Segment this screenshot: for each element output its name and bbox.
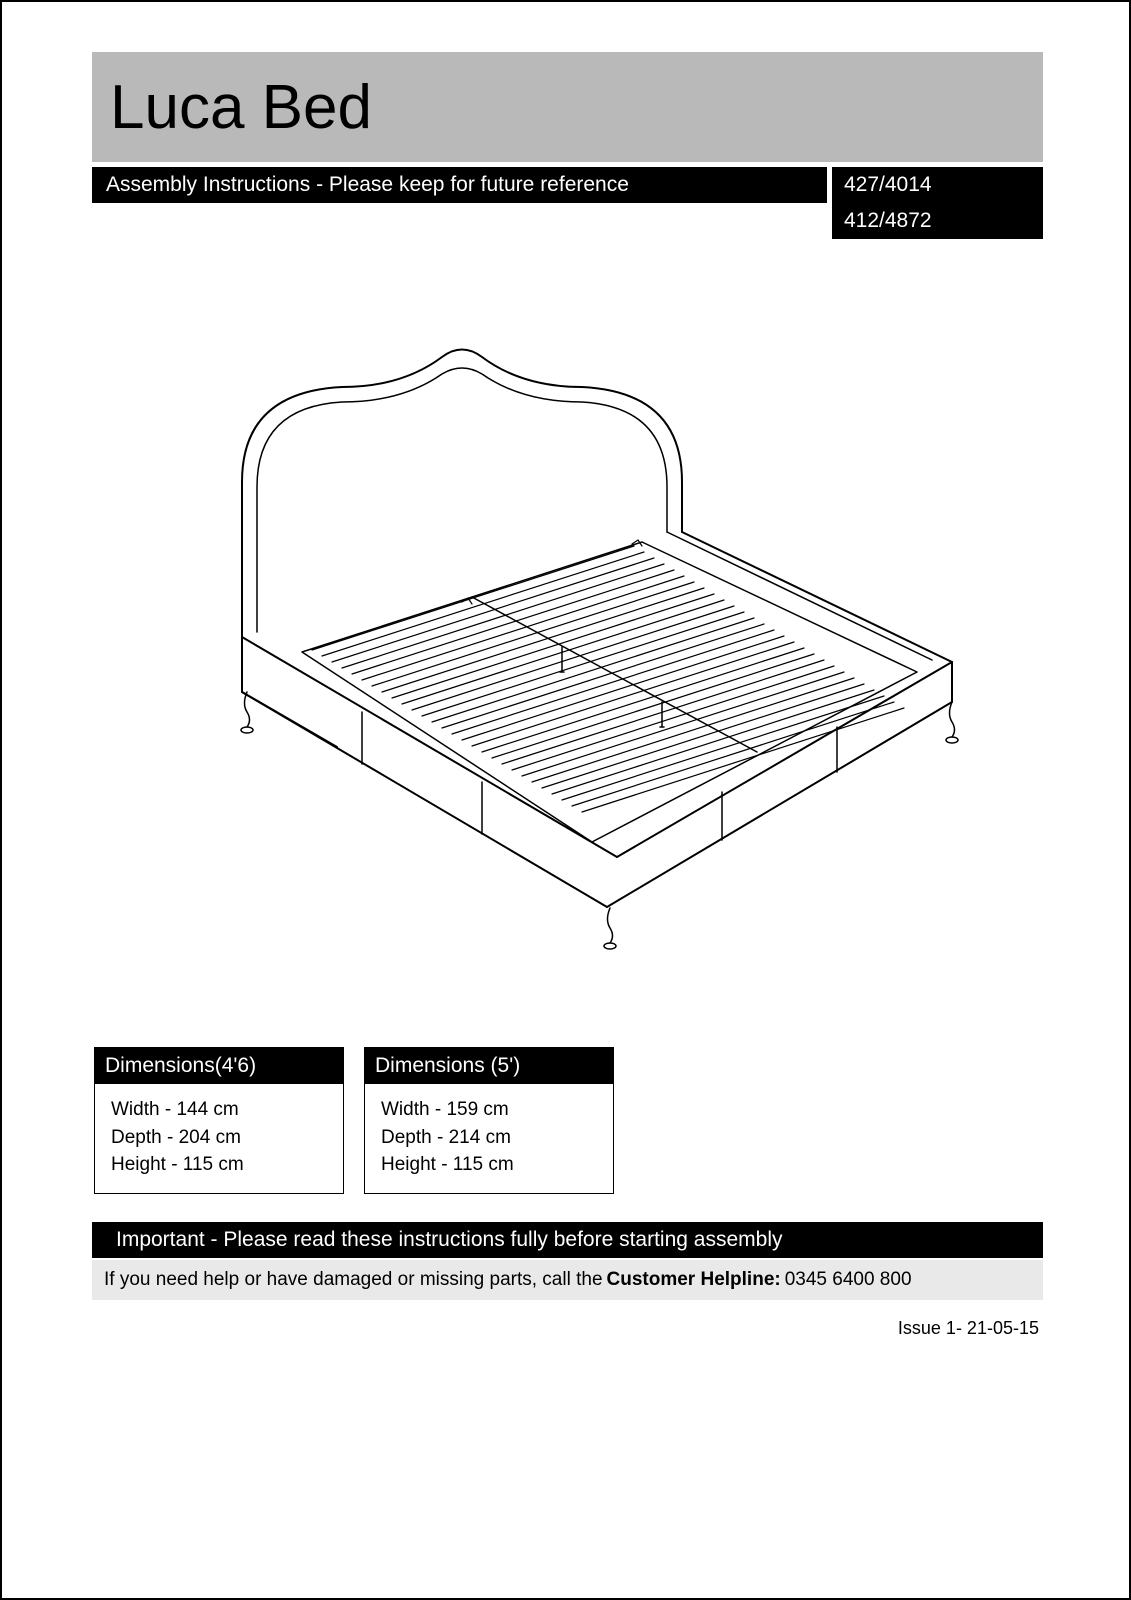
important-text: Important - Please read these instructio… (116, 1228, 782, 1252)
bed-illustration (162, 332, 962, 972)
help-bar: If you need help or have damaged or miss… (92, 1260, 1043, 1300)
dim-line: Depth - 214 cm (381, 1124, 597, 1152)
subtitle-bar: Assembly Instructions - Please keep for … (92, 167, 827, 203)
dim-line: Width - 144 cm (111, 1096, 327, 1124)
help-bold: Customer Helpline: (607, 1269, 781, 1291)
dimensions-box-5: Dimensions (5') Width - 159 cm Depth - 2… (364, 1047, 614, 1194)
help-text-pre: If you need help or have damaged or miss… (104, 1269, 603, 1291)
product-code-2-text: 412/4872 (844, 209, 932, 233)
dimensions-heading-5: Dimensions (5') (365, 1048, 613, 1084)
dimensions-heading-4-6: Dimensions(4'6) (95, 1048, 343, 1084)
page: Luca Bed Assembly Instructions - Please … (0, 0, 1131, 1600)
dim-line: Depth - 204 cm (111, 1124, 327, 1152)
dim-line: Width - 159 cm (381, 1096, 597, 1124)
dimensions-box-4-6: Dimensions(4'6) Width - 144 cm Depth - 2… (94, 1047, 344, 1194)
dim-line: Height - 115 cm (381, 1151, 597, 1179)
subtitle-text: Assembly Instructions - Please keep for … (106, 173, 629, 197)
help-phone: 0345 6400 800 (785, 1269, 912, 1291)
title-band: Luca Bed (92, 52, 1043, 162)
product-code-1: 427/4014 (832, 167, 1043, 203)
dimensions-body-4-6: Width - 144 cm Depth - 204 cm Height - 1… (95, 1084, 343, 1193)
important-bar: Important - Please read these instructio… (92, 1222, 1043, 1258)
dimensions-body-5: Width - 159 cm Depth - 214 cm Height - 1… (365, 1084, 613, 1193)
dim-line: Height - 115 cm (111, 1151, 327, 1179)
product-code-2: 412/4872 (832, 203, 1043, 239)
product-title: Luca Bed (110, 72, 372, 143)
product-code-1-text: 427/4014 (844, 173, 932, 197)
issue-text: Issue 1- 21-05-15 (898, 1318, 1039, 1339)
